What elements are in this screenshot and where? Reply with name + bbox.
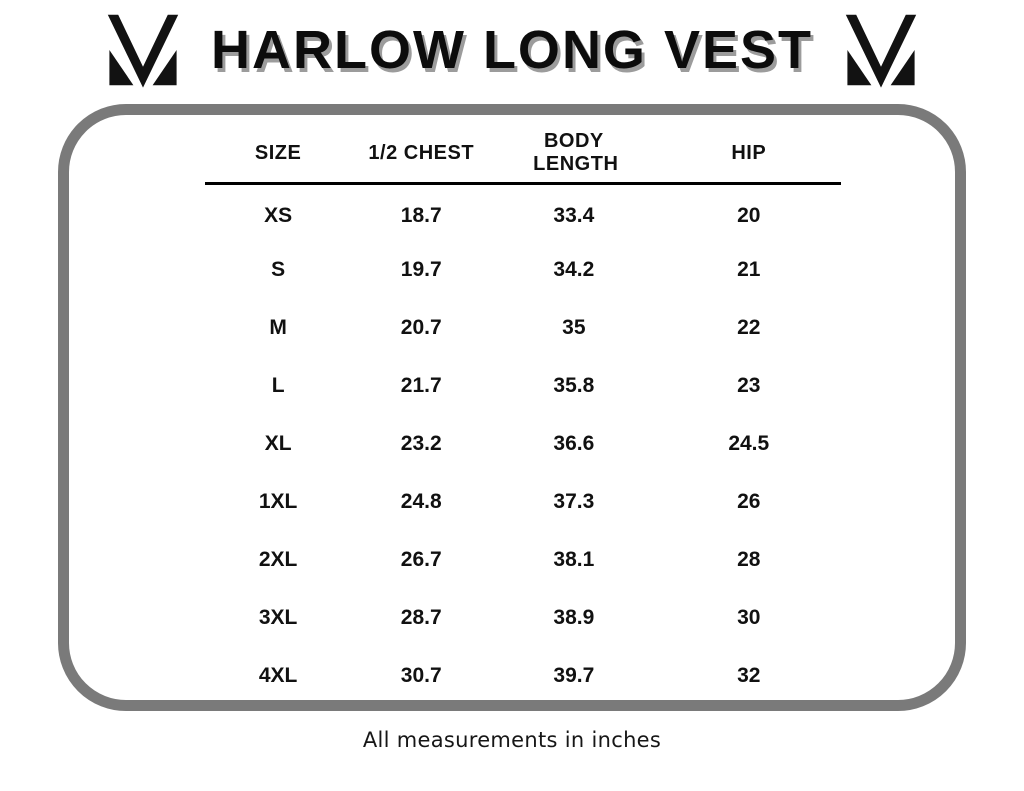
measurement-value: 30 — [737, 606, 761, 629]
header: HARLOW LONG VEST — [0, 0, 1024, 88]
measurement-value: 38.1 — [553, 548, 595, 571]
table-row: 3XL 28.7 38.9 30 — [205, 589, 841, 647]
table-row: 1XL 24.8 37.3 26 — [205, 473, 841, 531]
table-row: M 20.7 35 22 — [205, 299, 841, 357]
page-title: HARLOW LONG VEST — [211, 20, 813, 80]
measurement-value: 32 — [737, 664, 761, 687]
measurement-value: 24.5 — [728, 432, 770, 455]
size-label: 4XL — [258, 664, 298, 687]
measurement-value: 18.7 — [400, 203, 442, 227]
brand-monogram-icon-left — [99, 10, 187, 90]
measurement-value: 19.7 — [400, 258, 442, 281]
table-row: XS 18.7 33.4 20 — [205, 183, 841, 241]
size-label: XL — [264, 432, 292, 455]
measurement-value: 37.3 — [553, 490, 595, 513]
measurement-value: 21.7 — [400, 374, 442, 397]
measurement-value: 35 — [562, 316, 586, 339]
table-row: 2XL 26.7 38.1 28 — [205, 531, 841, 589]
measurement-value: 21 — [737, 258, 761, 281]
measurement-value: 38.9 — [553, 606, 595, 629]
table-row: L 21.7 35.8 23 — [205, 357, 841, 415]
measurement-value: 36.6 — [553, 432, 595, 455]
column-header-body-length: BODY LENGTH — [491, 125, 657, 185]
table-row: S 19.7 34.2 21 — [205, 241, 841, 299]
table-row: XL 23.2 36.6 24.5 — [205, 415, 841, 473]
measurement-value: 30.7 — [400, 664, 442, 687]
measurement-value: 28 — [737, 548, 761, 571]
size-chart-box: SIZE 1/2 CHEST BODY LENGTH HIP XS 18.7 33.4 20… — [58, 104, 966, 711]
column-header-1-2-chest: 1/2 CHEST — [351, 125, 492, 185]
size-table: SIZE 1/2 CHEST BODY LENGTH HIP XS 18.7 33.4 20… — [205, 125, 841, 700]
column-header-size: SIZE — [205, 125, 352, 185]
size-chart-page: HARLOW LONG VEST SIZE 1/2 CHEST BODY LENGT… — [0, 0, 1024, 752]
measurement-value: 34.2 — [553, 258, 595, 281]
size-table-body: XS 18.7 33.4 20 S 19.7 34.2 21 M 20.7 35 22 L 21.7 35.… — [205, 183, 841, 700]
measurement-value: 23.2 — [400, 432, 442, 455]
size-label: M — [269, 316, 287, 339]
column-header-hip: HIP — [656, 125, 841, 185]
size-label: 2XL — [258, 548, 298, 571]
size-label: 1XL — [258, 490, 298, 513]
measurement-value: 33.4 — [553, 203, 595, 227]
measurement-value: 24.8 — [400, 490, 442, 513]
measurement-value: 39.7 — [553, 664, 595, 687]
size-table-head: SIZE 1/2 CHEST BODY LENGTH HIP — [205, 125, 841, 185]
size-label: S — [271, 258, 286, 281]
measurement-value: 28.7 — [400, 606, 442, 629]
measurement-value: 20 — [737, 203, 761, 227]
size-label: 3XL — [258, 606, 298, 629]
header-row: SIZE 1/2 CHEST BODY LENGTH HIP — [205, 125, 841, 185]
measurement-value: 26 — [737, 490, 761, 513]
table-row: 4XL 30.7 39.7 32 — [205, 647, 841, 700]
measurement-value: 23 — [737, 374, 761, 397]
units-note: All measurements in inches — [362, 728, 662, 752]
size-label: L — [271, 374, 285, 397]
measurement-value: 35.8 — [553, 374, 595, 397]
measurement-value: 26.7 — [400, 548, 442, 571]
measurement-value: 20.7 — [400, 316, 442, 339]
size-label: XS — [264, 203, 293, 227]
brand-monogram-icon-right — [837, 10, 925, 90]
measurement-value: 22 — [737, 316, 761, 339]
